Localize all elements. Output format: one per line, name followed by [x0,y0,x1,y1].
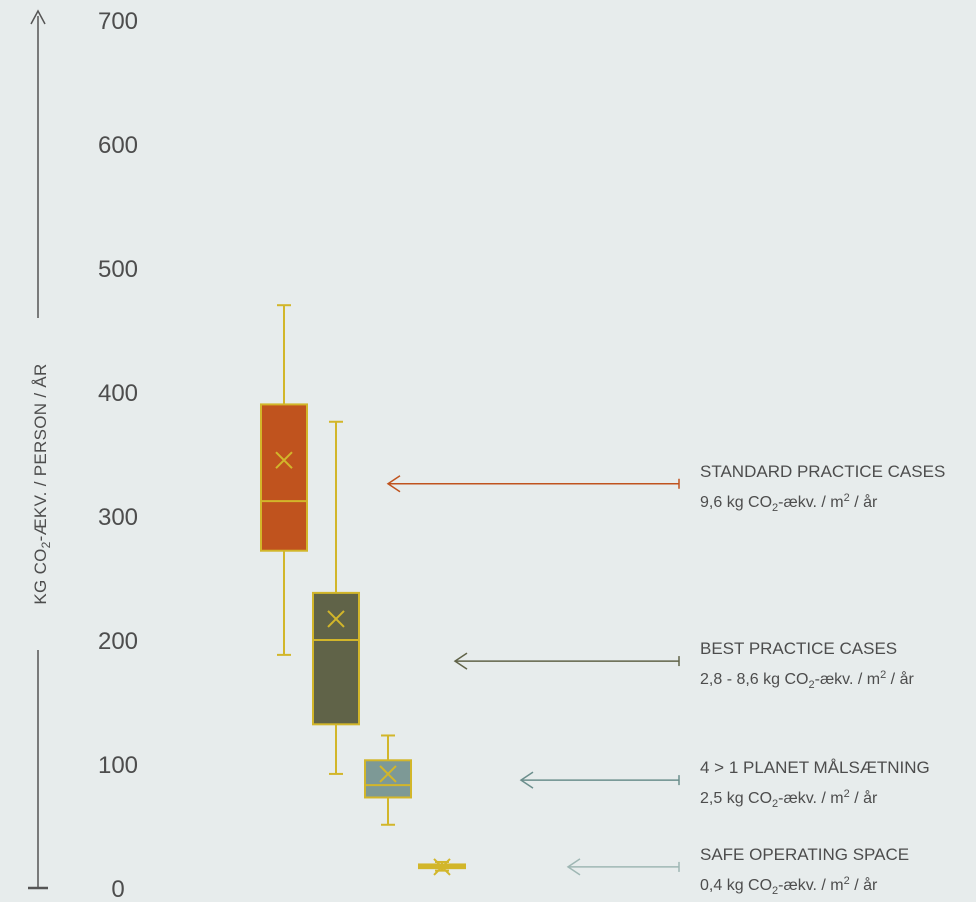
annotation-sub-superscript: 2 [844,875,850,887]
annotation-sub-mid: -ækv. / m [815,671,880,688]
annotation-arrowhead [566,858,581,876]
y-tick-label: 700 [98,8,138,35]
y-axis: KG CO2-ÆKV. / PERSON / ÅR [28,9,53,890]
annotation-sub-pre: 2,5 kg CO [700,790,772,807]
y-axis-arrowhead [30,9,46,25]
annotation-sub-pre: 9,6 kg CO [700,494,772,511]
annotation-arrowhead [519,771,534,789]
mean-marker [327,610,345,628]
annotation-sub-pre: 0,4 kg CO [700,877,772,894]
annotation-sub-mid: -ækv. / m [778,790,843,807]
annotation-sub-post: / år [850,789,878,807]
annotation-sub-subscript: 2 [772,502,778,514]
annotation-sub-subscript: 2 [772,798,778,810]
annotation-sub-post: / år [886,670,914,688]
iqr-box [364,759,412,799]
mean-marker [433,858,451,876]
iqr-box [260,403,308,552]
annotation-title: STANDARD PRACTICE CASES [700,462,945,481]
y-tick-label: 600 [98,132,138,159]
y-tick-label: 500 [98,256,138,283]
iqr-box [312,591,360,726]
box-group [312,420,360,775]
annotation-sub-mid: -ækv. / m [778,877,843,894]
annotation-subtitle: 2,8 - 8,6 kg CO2-ækv. / m2 / år [700,669,914,691]
annotation-sub-subscript: 2 [772,885,778,897]
annotation-sub-superscript: 2 [880,669,886,681]
annotation-title: SAFE OPERATING SPACE [700,845,909,864]
annotation-subtitle: 2,5 kg CO2-ækv. / m2 / år [700,788,878,810]
annotation-sub-superscript: 2 [844,788,850,800]
y-axis-label: KG CO2-ÆKV. / PERSON / ÅR [31,363,53,604]
annotation-title: 4 > 1 PLANET MÅLSÆTNING [700,758,930,777]
boxes [260,304,466,876]
annotation-subtitle: 9,6 kg CO2-ækv. / m2 / år [700,492,878,514]
box-group [418,858,466,876]
y-tick-label: 400 [98,380,138,407]
box-group [364,734,412,826]
y-tick-label: 300 [98,504,138,531]
mean-marker [275,451,293,469]
annotation-sub-subscript: 2 [809,679,815,691]
annotation-sub-superscript: 2 [844,492,850,504]
annotation-sub-post: / år [850,876,878,894]
annotation-sub-mid: -ækv. / m [778,494,843,511]
annotation-subtitle: 0,4 kg CO2-ækv. / m2 / år [700,875,878,897]
annotation-sub-post: / år [850,493,878,511]
y-tick-label: 0 [111,876,124,902]
annotation-title: BEST PRACTICE CASES [700,639,897,658]
y-tick-label: 200 [98,628,138,655]
y-tick-label: 100 [98,752,138,779]
annotation-sub-pre: 2,8 - 8,6 kg CO [700,671,809,688]
annotation-arrowhead [453,652,468,670]
y-tick-labels: 0 100 200 300 400 500 600 700 [98,8,138,902]
mean-marker [379,765,397,783]
box-group [260,304,308,656]
annotation-arrowhead [386,475,401,493]
